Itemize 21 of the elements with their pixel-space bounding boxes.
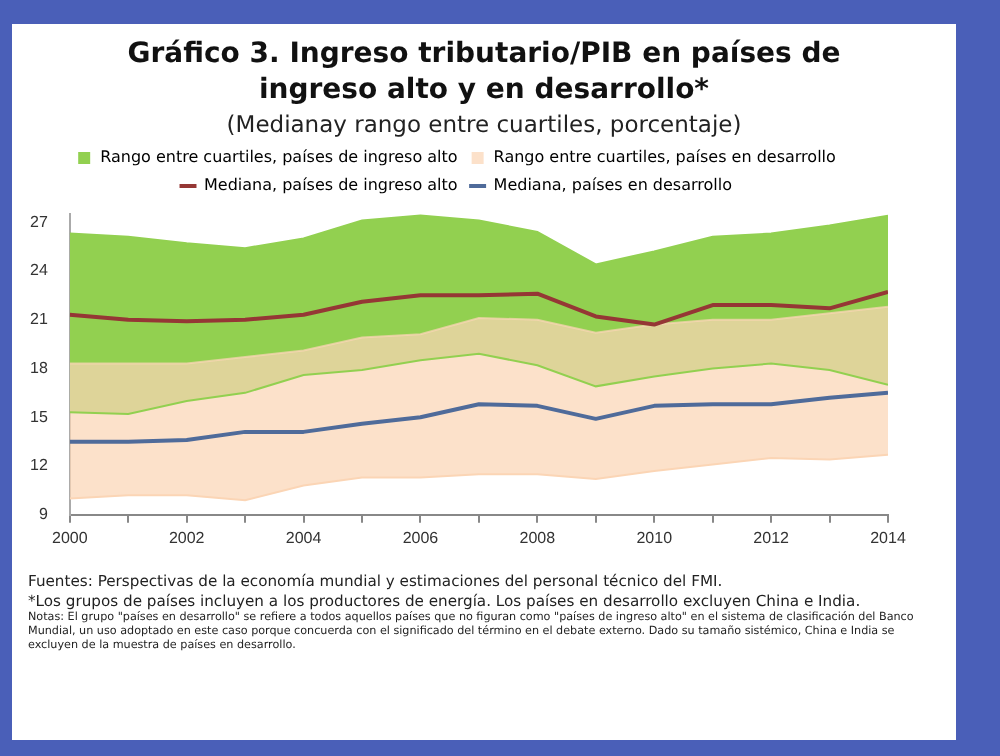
- y-tick-label: 21: [29, 310, 49, 329]
- x-tick-label: 2006: [402, 528, 440, 547]
- x-tick-label: 2008: [519, 528, 557, 547]
- x-tick-label: 2012: [753, 528, 791, 547]
- x-tick-label: 2000: [52, 528, 89, 547]
- legend-label: Mediana, países en desarrollo: [493, 176, 733, 195]
- y-tick-label: 18: [29, 358, 49, 377]
- y-tick-label: 24: [29, 261, 49, 280]
- y-tick-label: 15: [29, 407, 49, 426]
- legend-label: Rango entre cuartiles, países en desarrollo: [493, 148, 837, 167]
- y-tick-label: 27: [29, 212, 49, 231]
- chart-title: Gráfico 3. Ingreso tributario/PIB en países de ingreso alto y en desarrollo*: [125, 36, 843, 108]
- x-tick-label: 2014: [870, 528, 907, 547]
- y-tick-label: 12: [29, 456, 49, 475]
- legend-label: Mediana, países de ingreso alto: [204, 176, 458, 195]
- x-tick-label: 2002: [168, 528, 206, 547]
- chart-subtitle: (Medianay rango entre cuartiles, porcentaje): [224, 110, 744, 138]
- x-tick-label: 2010: [636, 528, 674, 547]
- x-tick-label: 2004: [285, 528, 323, 547]
- y-tick-label: 9: [38, 505, 49, 524]
- legend-label: Rango entre cuartiles, países de ingreso alto: [100, 148, 458, 167]
